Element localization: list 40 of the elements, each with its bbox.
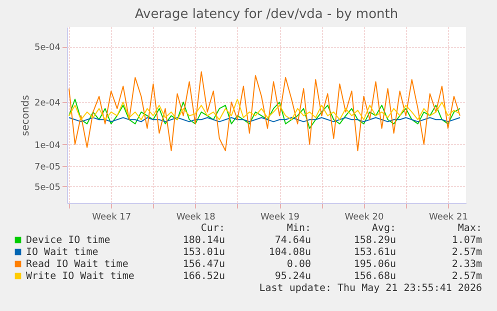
text: 0.00	[286, 259, 311, 270]
x-tick-label: Week 20	[344, 212, 384, 222]
y-tick-label: 1e-04	[34, 140, 61, 151]
text: Max:	[458, 223, 482, 234]
y-tick-label: 5e-05	[34, 182, 60, 193]
text: 153.61u	[354, 247, 396, 258]
text: Last update: Thu May 21 23:55:41 2026	[259, 283, 482, 294]
text: 2.57m	[452, 247, 482, 258]
line-series	[68, 98, 460, 129]
text: 166.52u	[182, 271, 225, 282]
x-tick-label: Week 21	[428, 212, 468, 222]
text: 2.57m	[452, 271, 482, 282]
text: 104.08u	[268, 247, 311, 258]
line-series	[68, 98, 460, 120]
x-tick-label: Week 18	[176, 212, 216, 222]
text: 156.47u	[182, 259, 225, 270]
legend-label: Read IO Wait time	[26, 259, 128, 270]
text: 95.24u	[274, 271, 311, 282]
y-tick-label: 5e-04	[34, 43, 61, 54]
text: 180.14u	[182, 235, 225, 246]
text: Avg:	[372, 223, 396, 234]
legend-label: Write IO Wait time	[26, 271, 134, 282]
legend-label: IO Wait time	[26, 247, 98, 258]
text: 158.29u	[354, 235, 396, 246]
text: 153.01u	[182, 247, 225, 258]
text: Cur:	[200, 223, 225, 234]
y-tick-label: 7e-05	[34, 162, 60, 172]
text: 1.07m	[452, 235, 482, 246]
legend-label: Device IO time	[26, 235, 110, 246]
y-axis-title: seconds	[20, 95, 32, 136]
chart-title: Average latency for /dev/vda - by month	[134, 7, 398, 22]
y-tick-label: 2e-04	[34, 98, 61, 109]
text: 195.06u	[354, 259, 396, 270]
text: Min:	[286, 223, 311, 234]
x-tick-label: Week 19	[260, 212, 300, 222]
text: 2.33m	[452, 259, 482, 270]
x-tick-label: Week 17	[92, 212, 132, 222]
text: 74.64u	[274, 235, 311, 246]
text: 156.68u	[354, 271, 396, 282]
line-series	[68, 71, 460, 152]
